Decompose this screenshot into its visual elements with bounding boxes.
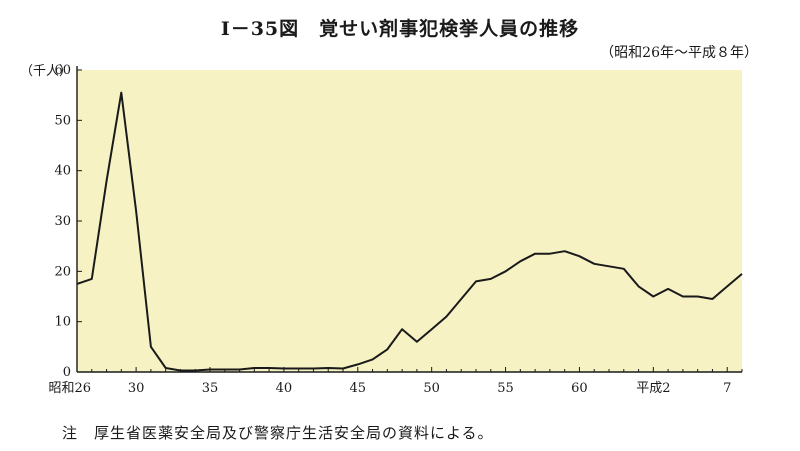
y-tick-label: 30	[54, 214, 71, 229]
plot-area	[77, 70, 742, 372]
y-tick-label: 20	[54, 264, 71, 279]
x-tick-label: 30	[128, 381, 145, 396]
y-axis-unit-label: （千人）	[20, 64, 73, 79]
x-tick-label: 平成2	[636, 381, 670, 396]
source-note: 注 厚生省医薬安全局及び警察庁生活安全局の資料による。	[62, 424, 494, 442]
x-tick-label: 50	[423, 381, 440, 396]
chart-title: Ⅰ－35図 覚せい剤事犯検挙人員の推移	[220, 18, 580, 40]
y-tick-label: 50	[54, 113, 71, 128]
y-tick-label: 60	[54, 63, 71, 78]
x-tick-label: 55	[497, 381, 514, 396]
x-tick-label: 45	[350, 381, 367, 396]
series-line	[76, 91, 743, 372]
chart-subtitle: （昭和26年～平成８年）	[600, 45, 758, 61]
y-tick-label: 40	[54, 164, 71, 179]
x-tick-label: 60	[571, 381, 588, 396]
x-tick-label: 35	[202, 381, 219, 396]
x-tick-label: 40	[276, 381, 293, 396]
y-tick-label: 0	[63, 365, 71, 380]
x-tick-label: 昭和26	[48, 381, 91, 396]
x-tick-label: 7	[723, 381, 731, 396]
y-tick-label: 10	[54, 315, 71, 330]
